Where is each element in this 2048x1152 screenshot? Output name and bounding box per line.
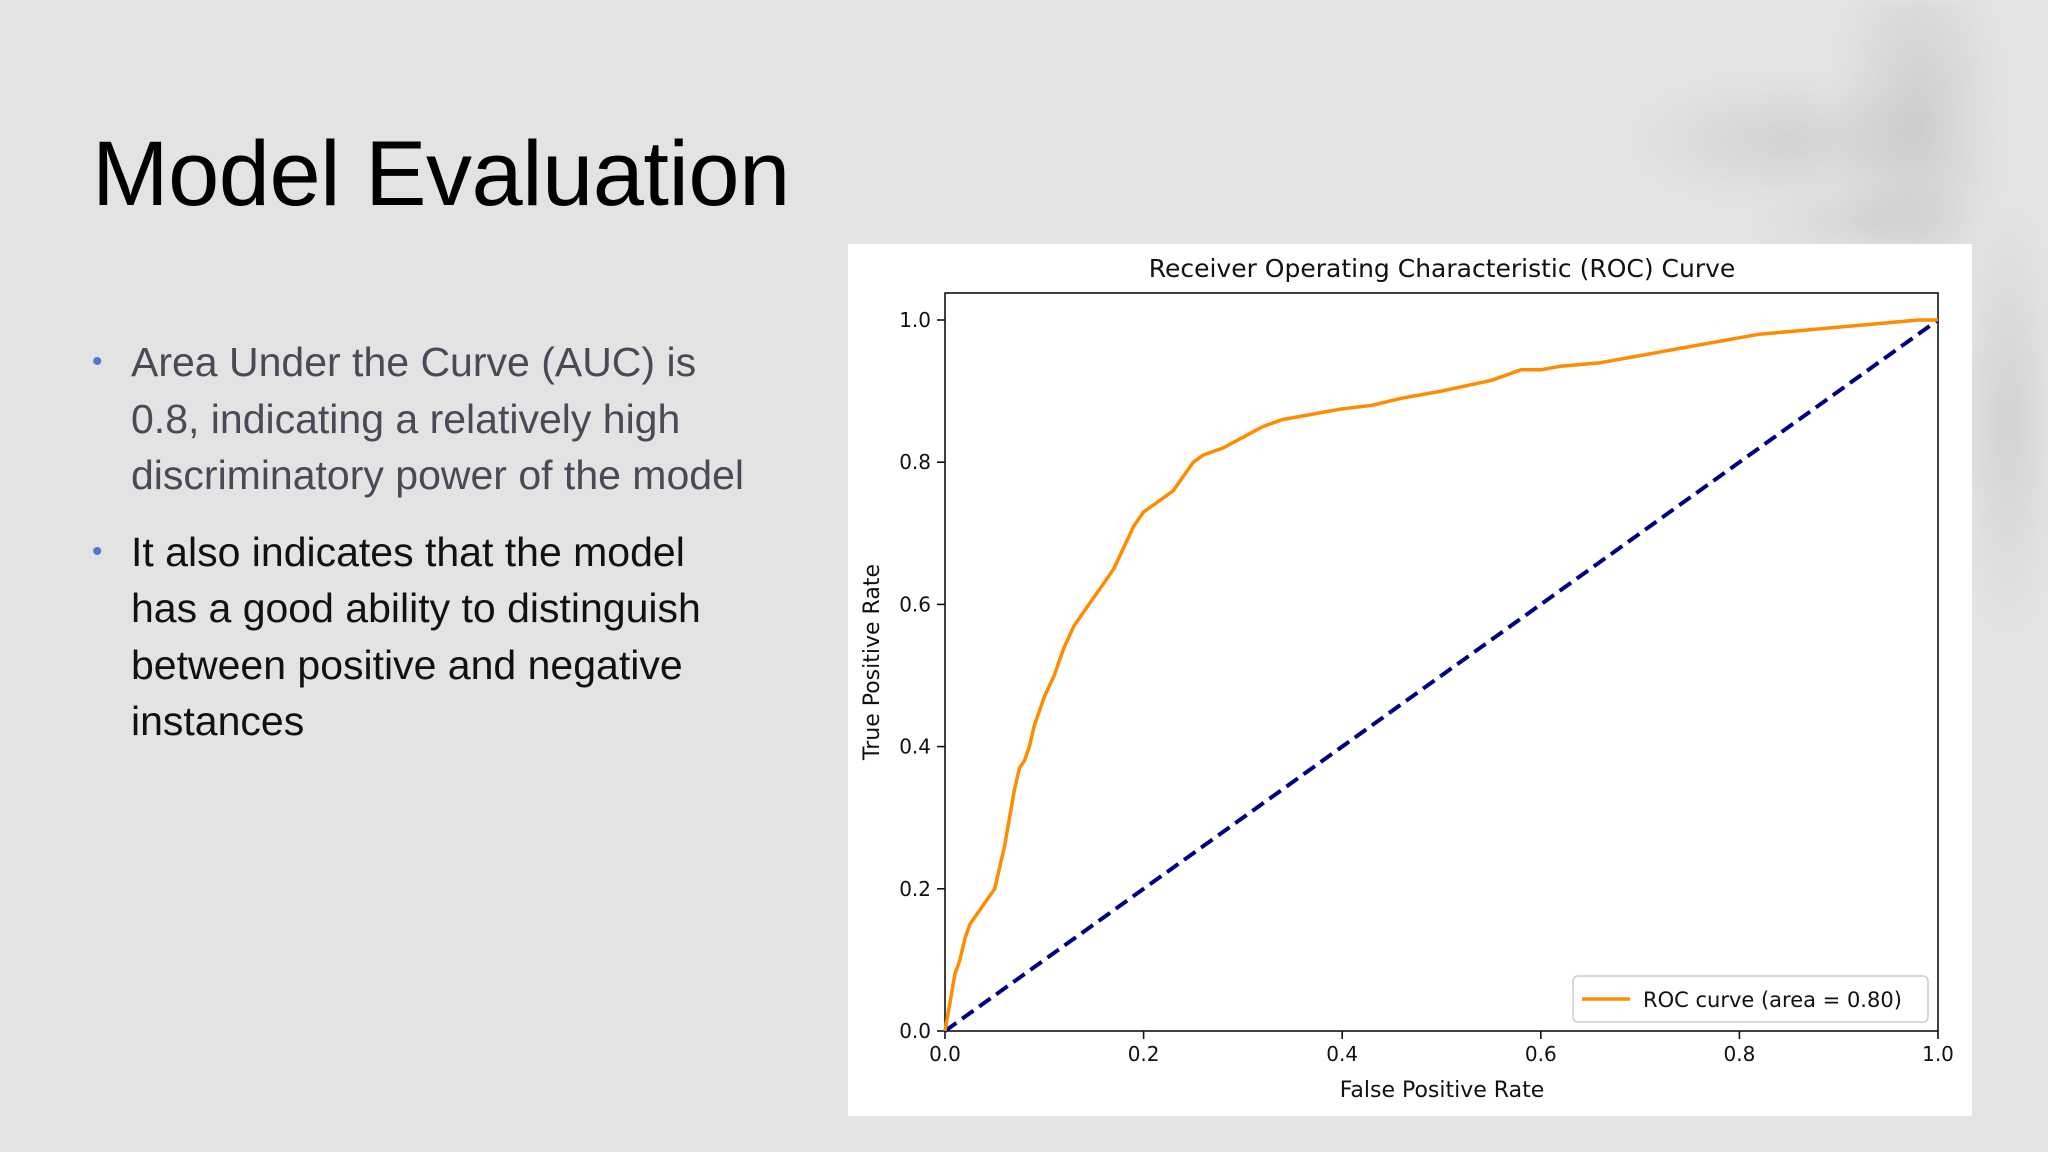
legend: ROC curve (area = 0.80)	[1572, 975, 1929, 1023]
roc-chart: Receiver Operating Characteristic (ROC) …	[860, 254, 1954, 1103]
bullet-dot: •	[92, 534, 103, 568]
x-axis-label: False Positive Rate	[1340, 1078, 1544, 1103]
chart-title: Receiver Operating Characteristic (ROC) …	[1149, 254, 1736, 283]
bullet-item-distinguish: • It also indicates that the model has a…	[92, 524, 752, 750]
bullet-list: • Area Under the Curve (AUC) is 0.8, ind…	[92, 334, 752, 770]
x-tick-label: 0.0	[929, 1042, 961, 1066]
x-tick-label: 0.2	[1128, 1042, 1160, 1066]
y-axis: 0.0 0.2 0.4 0.6 0.8 1.0	[899, 308, 945, 1043]
x-tick-label: 0.6	[1525, 1042, 1557, 1066]
x-tick-label: 0.8	[1723, 1042, 1755, 1066]
bullet-item-auc: • Area Under the Curve (AUC) is 0.8, ind…	[92, 334, 752, 504]
x-axis: 0.0 0.2 0.4 0.6 0.8 1.0	[929, 1031, 1954, 1066]
bullet-text: It also indicates that the model has a g…	[131, 528, 701, 745]
y-tick-label: 0.8	[899, 450, 931, 474]
series-layer	[943, 318, 1940, 1033]
roc-curve-line	[943, 318, 1938, 1032]
roc-chart-panel: Receiver Operating Characteristic (ROC) …	[848, 244, 1972, 1116]
y-tick-label: 0.0	[899, 1019, 931, 1043]
y-tick-label: 0.2	[899, 877, 931, 901]
y-tick-label: 0.6	[899, 592, 931, 616]
y-tick-label: 0.4	[899, 735, 931, 759]
bullet-dot: •	[92, 345, 103, 378]
x-tick-label: 1.0	[1922, 1042, 1954, 1066]
slide-title: Model Evaluation	[92, 123, 790, 225]
x-tick-label: 0.4	[1326, 1042, 1358, 1066]
legend-label-roc: ROC curve (area = 0.80)	[1643, 988, 1902, 1012]
bullet-text: Area Under the Curve (AUC) is 0.8, indic…	[131, 339, 744, 498]
diagonal-reference-line	[943, 318, 1940, 1033]
y-tick-label: 1.0	[899, 308, 931, 332]
legend-box	[1572, 975, 1929, 1023]
plot-area-frame	[944, 292, 1939, 1032]
y-axis-label: True Positive Rate	[860, 564, 885, 761]
